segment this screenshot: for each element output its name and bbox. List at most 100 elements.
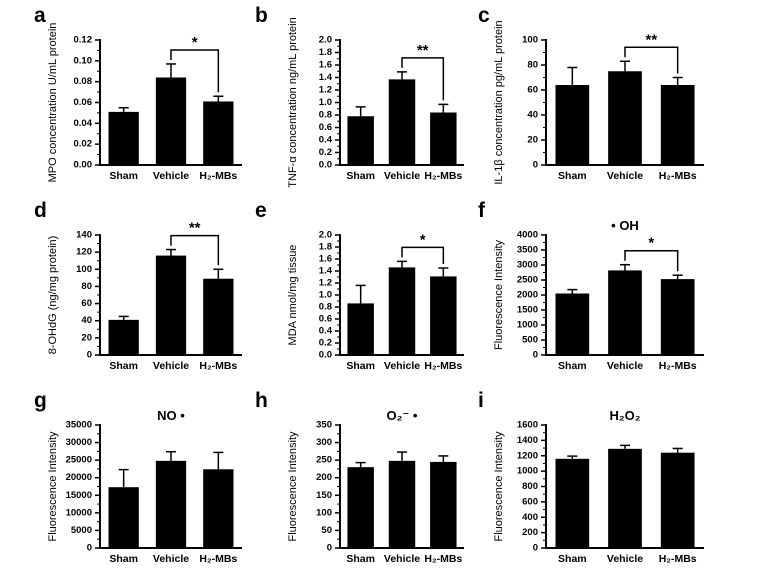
category-label: H₂-MBs: [199, 553, 237, 565]
y-tick-label: 0.8: [319, 302, 332, 313]
panel-e: e 0.0 0.2 0.4 0.6 0.8 1.0 1.2 1.4 1.6 1.8 2.0 MDA n…: [250, 195, 470, 385]
panel-i: i 0 200 400 600 800 1000 1200 1400 1600 Fluoresce…: [470, 385, 764, 578]
y-tick-label: 1000: [517, 320, 538, 331]
panel-letter-a: a: [34, 4, 46, 27]
panel-letter-h: h: [255, 389, 268, 412]
y-tick-label: 60: [81, 298, 92, 309]
y-tick-label: 40: [81, 315, 92, 326]
significance-bracket: [401, 57, 445, 101]
y-tick-label: 0: [533, 350, 538, 361]
bar: [108, 111, 139, 165]
y-tick-label: 1.0: [319, 97, 332, 108]
category-label: Vehicle: [607, 360, 643, 372]
bar: [430, 461, 457, 548]
y-tick-label: 0.2: [319, 338, 332, 349]
y-tick-label: 1500: [517, 305, 538, 316]
y-tick-label: 15000: [66, 490, 92, 501]
panel-d: d 0 20 40 60 80 100 120 140 8-OHdG (ng/mg protei…: [0, 195, 250, 385]
category-label: Sham: [109, 170, 138, 182]
category-label: H₂-MBs: [659, 170, 697, 182]
category-label: H₂-MBs: [199, 170, 237, 182]
bar: [108, 319, 139, 355]
bar: [203, 469, 234, 548]
significance-label: **: [645, 31, 657, 48]
bar: [155, 460, 187, 548]
significance-label: **: [417, 42, 429, 59]
y-tick-label: 100: [76, 264, 92, 275]
y-tick-label: 0: [87, 543, 92, 554]
y-axis-label: Fluorescence Intensity: [47, 431, 59, 542]
bar: [347, 303, 374, 355]
bar: [555, 293, 590, 355]
panel-h: h 0 50 100 150 200 250 300 350 Fluorescence Inte…: [250, 385, 470, 578]
bar: [388, 267, 416, 355]
y-tick-label: 1.8: [319, 242, 332, 253]
y-tick-label: 0: [533, 160, 538, 171]
panel-letter-e: e: [255, 199, 267, 222]
panel-a: a 0.00 0.02 0.04 0.06 0.08 0.10 0.12 MPO concen…: [0, 0, 250, 195]
bar: [430, 112, 457, 165]
bar: [155, 77, 187, 165]
y-tick-label: 3000: [517, 260, 538, 271]
panel-letter-c: c: [478, 4, 490, 27]
bar-chart-tnf: 0.0 0.20.4 0.60.8 1.01.2 1.41.6 1.82.0 TNF-α c…: [287, 17, 464, 188]
bar-chart-il1b: 0 20 40 60 80 100 IL-1β concentration pg/mL pr…: [493, 20, 704, 185]
panel-letter-b: b: [255, 4, 268, 27]
bar: [203, 101, 234, 165]
category-label: Sham: [558, 360, 587, 372]
y-tick-label: 0.04: [74, 118, 93, 129]
y-tick-label: 1.2: [319, 85, 332, 96]
category-label: Sham: [346, 553, 375, 565]
significance-bracket: [401, 246, 445, 264]
y-tick-label: 2.0: [319, 35, 332, 46]
y-tick-label: 1400: [517, 435, 538, 446]
y-tick-label: 30000: [66, 437, 92, 448]
chart-title: H₂O₂: [609, 408, 640, 423]
y-tick-label: 2000: [517, 290, 538, 301]
significance-bracket: [170, 234, 220, 266]
category-label: H₂-MBs: [659, 553, 697, 565]
y-tick-label: 600: [522, 496, 538, 507]
significance-label: **: [189, 220, 201, 237]
y-tick-label: 25000: [66, 455, 92, 466]
bar: [660, 85, 695, 165]
category-label: Sham: [109, 553, 138, 565]
y-tick-label: 80: [81, 281, 92, 292]
bar-chart-mda: 0.00.20.40.60.81.01.21.41.61.82.0 MDA nmo…: [287, 230, 464, 372]
y-tick-label: 35000: [66, 420, 92, 431]
category-label: Vehicle: [607, 553, 643, 565]
y-tick-label: 1.6: [319, 254, 332, 265]
y-tick-label: 10000: [66, 507, 92, 518]
category-label: Vehicle: [607, 170, 643, 182]
y-tick-label: 250: [316, 455, 332, 466]
y-tick-label: 140: [76, 230, 92, 241]
y-tick-label: 1.2: [319, 278, 332, 289]
y-tick-label: 800: [522, 481, 538, 492]
bar: [155, 255, 187, 355]
y-tick-label: 50: [321, 525, 332, 536]
y-tick-label: 20: [527, 135, 538, 146]
category-label: Sham: [346, 170, 375, 182]
y-tick-label: 0: [327, 543, 332, 554]
y-tick-label: 0.8: [319, 110, 332, 121]
y-tick-label: 0.02: [74, 139, 93, 150]
category-label: Vehicle: [153, 553, 189, 565]
panel-letter-d: d: [34, 199, 47, 222]
category-label: Vehicle: [153, 360, 189, 372]
bar: [555, 458, 590, 548]
category-label: Sham: [558, 553, 587, 565]
chart-title: • OH: [611, 218, 639, 233]
panel-b: b 0.0 0.2 0.4 0.6 0.8 1.0 1.2 1.4 1.6 1.8 2.0 TNF-α…: [250, 0, 470, 195]
y-tick-label: 0.2: [319, 147, 332, 158]
y-tick-label: 300: [316, 437, 332, 448]
bar-chart-8ohdg: 0 20 40 60 80 100 120 140 8-OHdG (ng/mg protein)…: [47, 220, 242, 372]
significance-label: *: [420, 231, 426, 248]
y-axis-label: MDA nmol/mg tissue: [287, 245, 299, 346]
category-label: H₂-MBs: [659, 360, 697, 372]
significance-bracket: [624, 249, 679, 272]
y-tick-label: 100: [316, 507, 332, 518]
bar-chart-h2o2: 0 200 400 600 800 1000 1200 1400 1600 Fluorescenc…: [493, 408, 704, 565]
y-axis-label: Fluorescence Intensity: [287, 431, 299, 542]
y-tick-label: 0: [87, 350, 92, 361]
